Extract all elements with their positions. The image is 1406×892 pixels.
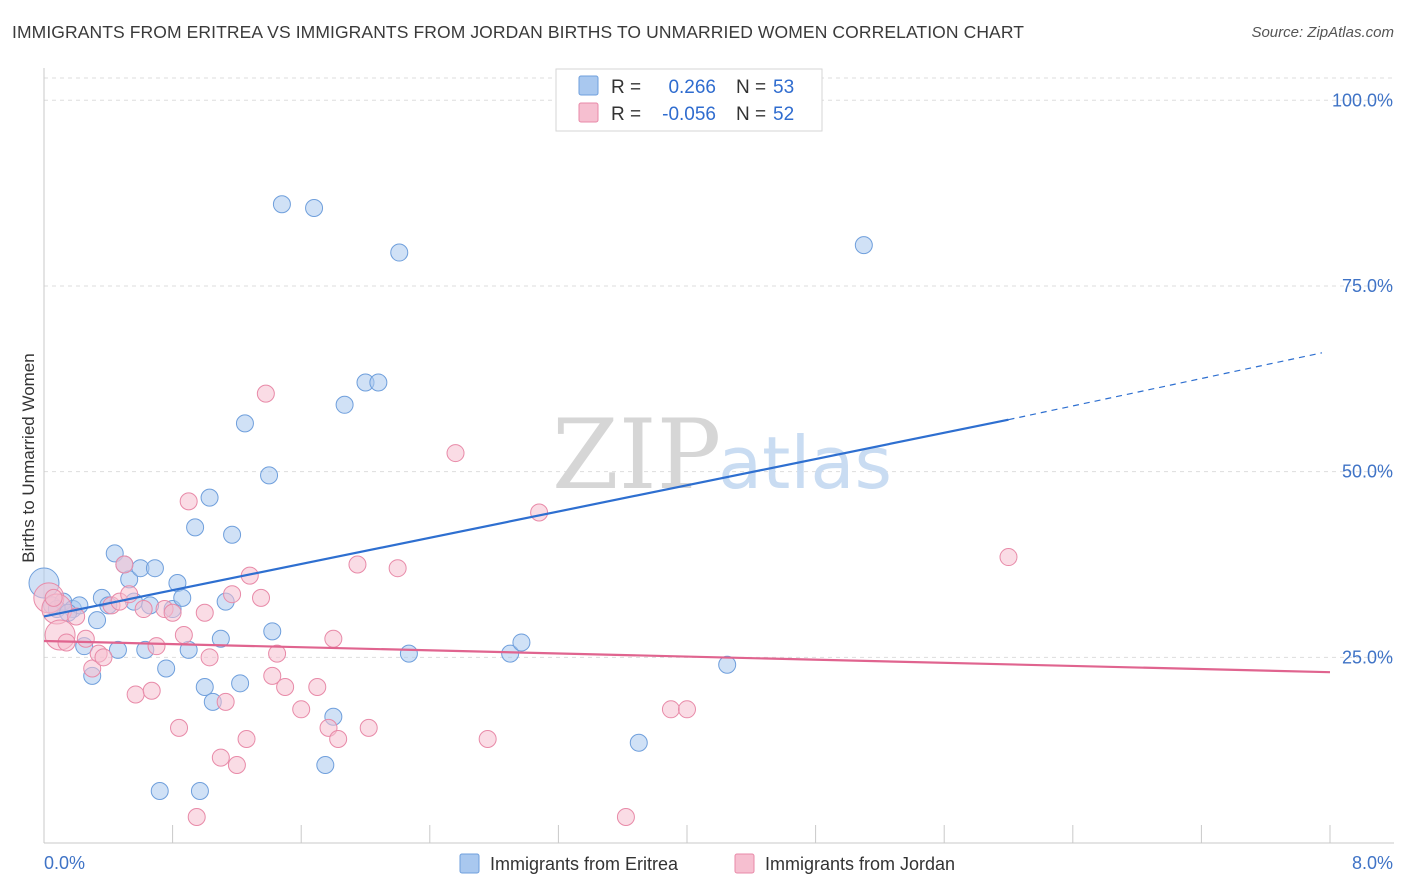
eritrea-point [232,675,249,692]
eritrea-point [513,634,530,651]
jordan-point [257,385,274,402]
eritrea-point [306,199,323,216]
legend-r-label-eritrea: R = [611,77,641,98]
eritrea-point [400,645,417,662]
x-tick-label-left: 0.0% [44,853,85,873]
eritrea-point [236,415,253,432]
legend-n-value-jordan: 52 [773,104,794,125]
eritrea-point [187,519,204,536]
legend-swatch-jordan [579,103,598,122]
jordan-point [293,701,310,718]
eritrea-point [630,734,647,751]
jordan-point [389,560,406,577]
y-tick-label: 100.0% [1332,90,1393,110]
jordan-point [253,589,270,606]
x-tick-label-right: 8.0% [1352,853,1393,873]
eritrea-point [174,589,191,606]
chart-plot: ZIP atlas 25.0% 50.0% 75.0% 100.0% 0.0% 8.0… [0,0,1406,892]
eritrea-point [146,560,163,577]
jordan-point [531,504,548,521]
trend-line-eritrea [44,420,1009,617]
y-tick-label: 25.0% [1342,647,1393,667]
jordan-point [45,589,62,606]
legend-r-label-jordan: R = [611,104,641,125]
legend-r-value-jordan: -0.056 [662,104,716,125]
legend-r-value-eritrea: 0.266 [668,77,716,98]
jordan-point [360,719,377,736]
jordan-point [201,649,218,666]
eritrea-point [855,237,872,254]
y-tick-labels: 25.0% 50.0% 75.0% 100.0% [1332,90,1393,667]
jordan-point [349,556,366,573]
eritrea-point [201,489,218,506]
jordan-point [662,701,679,718]
jordan-point [617,809,634,826]
eritrea-point [158,660,175,677]
y-tick-label: 50.0% [1342,462,1393,482]
eritrea-point [224,526,241,543]
jordan-point [309,679,326,696]
watermark-atlas: atlas [718,421,892,505]
jordan-point [175,627,192,644]
eritrea-point [273,196,290,213]
bottom-legend-swatch-eritrea [460,854,479,873]
jordan-point [95,649,112,666]
eritrea-point [89,612,106,629]
eritrea-point [261,467,278,484]
jordan-point [325,630,342,647]
legend-swatch-eritrea [579,76,598,95]
jordan-point [1000,549,1017,566]
jordan-point [447,445,464,462]
legend-n-value-eritrea: 53 [773,77,794,98]
jordan-point [330,731,347,748]
jordan-point [171,719,188,736]
eritrea-point [264,623,281,640]
jordan-point [277,679,294,696]
correlation-legend: R = 0.266 N = 53 R = -0.056 N = 52 [556,69,822,131]
jordan-point [479,731,496,748]
y-axis-label: Births to Unmarried Women [19,353,38,562]
bottom-legend-swatch-jordan [735,854,754,873]
jordan-point [238,731,255,748]
eritrea-point [370,374,387,391]
jordan-point [143,682,160,699]
jordan-point [116,556,133,573]
jordan-point [148,638,165,655]
bottom-legend-label-eritrea: Immigrants from Eritrea [490,854,679,874]
watermark-zip: ZIP [552,399,721,511]
jordan-point [212,749,229,766]
trend-line-eritrea-extension [1009,353,1322,420]
eritrea-point [191,783,208,800]
trend-line-jordan [44,641,1330,672]
jordan-point [135,601,152,618]
legend-n-label-jordan: N = [736,104,766,125]
series-legend: Immigrants from Eritrea Immigrants from … [460,854,955,874]
jordan-point [164,604,181,621]
watermark: ZIP atlas [552,399,892,511]
jordan-point [180,493,197,510]
y-tick-label: 75.0% [1342,276,1393,296]
jordan-point [217,693,234,710]
eritrea-point [719,656,736,673]
jordan-point [196,604,213,621]
eritrea-point [151,783,168,800]
jordan-point [77,630,94,647]
eritrea-point [391,244,408,261]
bottom-legend-label-jordan: Immigrants from Jordan [765,854,955,874]
jordan-point [127,686,144,703]
jordan-point [224,586,241,603]
jordan-point [228,757,245,774]
jordan-point [679,701,696,718]
legend-n-label-eritrea: N = [736,77,766,98]
eritrea-point [336,396,353,413]
eritrea-point [196,679,213,696]
jordan-point [188,809,205,826]
eritrea-point [317,757,334,774]
